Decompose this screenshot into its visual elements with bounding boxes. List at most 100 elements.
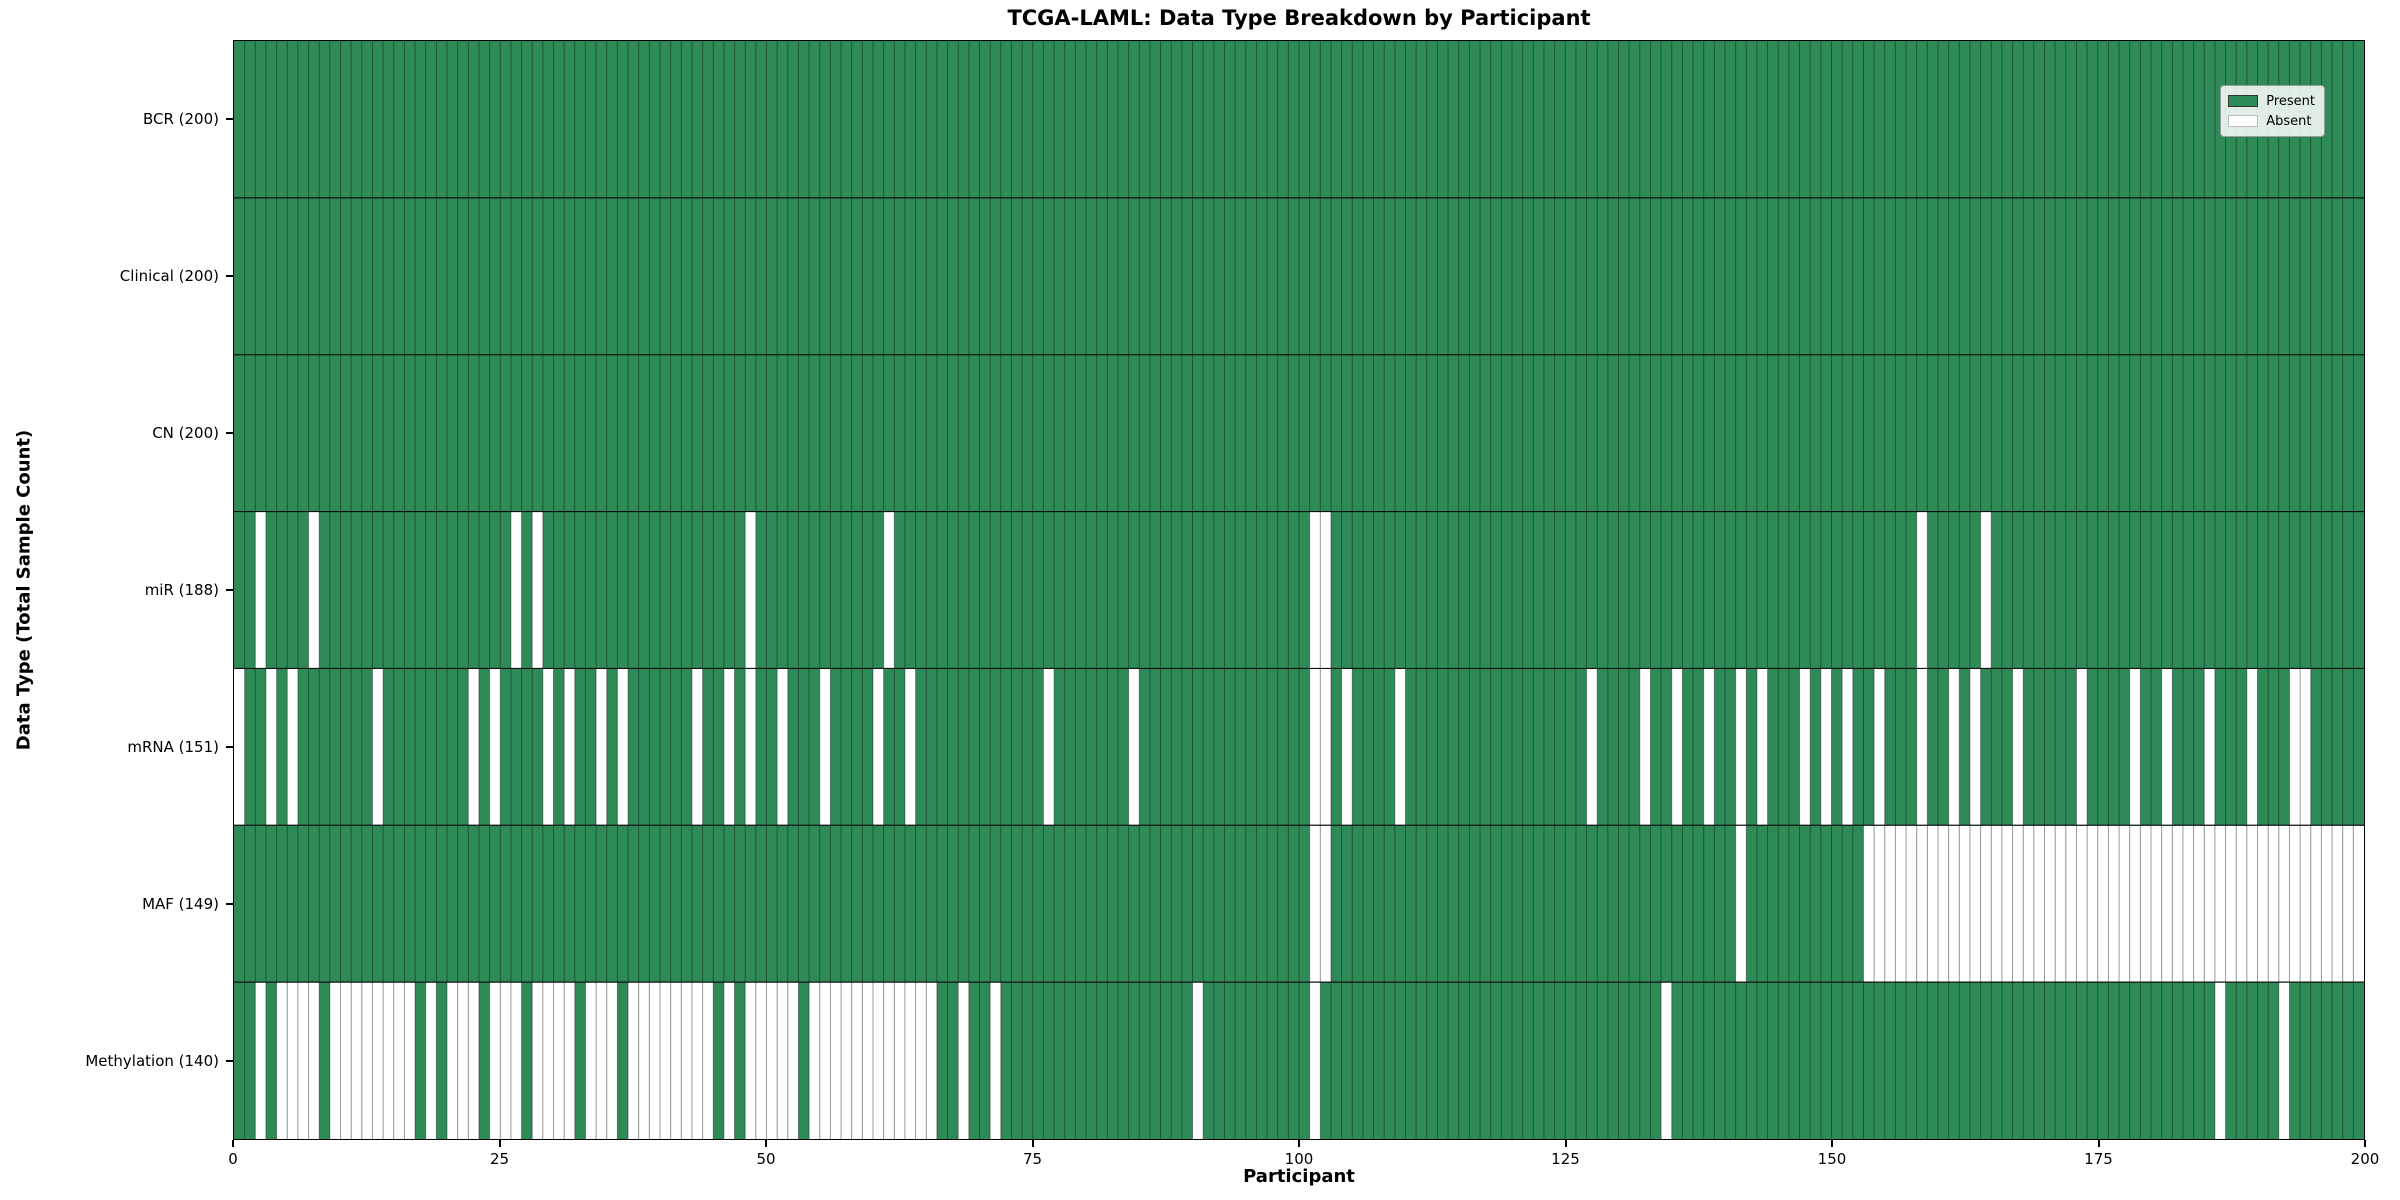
absent-cell	[2076, 668, 2088, 826]
absent-cell	[2193, 825, 2205, 983]
xtick-mark	[1031, 1140, 1034, 1147]
absent-cell	[2332, 825, 2343, 983]
absent-cell	[308, 511, 320, 669]
absent-cell	[2236, 825, 2247, 983]
absent-cell	[2012, 825, 2024, 983]
xtick-mark	[1298, 1140, 1300, 1147]
absent-cell	[1991, 825, 2002, 983]
absent-cell	[628, 982, 639, 1139]
absent-cell	[2353, 825, 2364, 983]
absent-cell	[564, 982, 575, 1139]
absent-cell	[1661, 982, 1672, 1139]
absent-cell	[2225, 825, 2237, 983]
absent-cell	[2278, 982, 2290, 1139]
absent-cell	[2087, 825, 2098, 983]
presence-matrix-svg	[234, 41, 2364, 1139]
absent-cell	[862, 982, 873, 1139]
absent-cell	[1309, 825, 1321, 983]
xtick-label-25: 25	[489, 1150, 510, 1168]
absent-cell	[2055, 825, 2066, 983]
absent-cell	[670, 982, 682, 1139]
absent-cell	[255, 511, 266, 669]
absent-cell	[745, 668, 756, 826]
absent-cell	[958, 982, 969, 1139]
absent-cell	[1192, 982, 1204, 1139]
present-swatch	[2228, 95, 2259, 107]
xtick-label-0: 0	[228, 1150, 238, 1168]
absent-cell	[596, 668, 607, 826]
absent-cell	[404, 982, 416, 1139]
absent-cell	[1309, 668, 1321, 826]
legend-entry-present: Present	[2228, 91, 2315, 111]
absent-cell	[468, 668, 479, 826]
absent-cell	[1895, 825, 1907, 983]
absent-cell	[638, 982, 650, 1139]
absent-cell	[372, 982, 384, 1139]
absent-cell	[2214, 825, 2226, 983]
absent-cell	[2161, 825, 2173, 983]
absent-cell	[1969, 825, 1981, 983]
ytick-mark	[226, 903, 233, 906]
absent-cell	[287, 668, 298, 826]
xtick-mark	[1831, 1140, 1833, 1147]
absent-cell	[2268, 825, 2279, 983]
absent-cell	[2300, 825, 2311, 983]
absent-cell	[649, 982, 660, 1139]
absent-cell	[851, 982, 863, 1139]
absent-cell	[1703, 668, 1715, 826]
absent-cell	[1884, 825, 1896, 983]
absent-cell	[2161, 668, 2173, 826]
absent-cell	[1309, 511, 1321, 669]
legend-present-label: Present	[2266, 93, 2315, 109]
plot-area: Present Absent	[233, 40, 2365, 1140]
xtick-label-200: 200	[2350, 1150, 2380, 1168]
absent-cell	[1128, 668, 1140, 826]
absent-cell	[2140, 825, 2151, 983]
absent-cell	[340, 982, 352, 1139]
absent-cell	[606, 982, 618, 1139]
absent-cell	[2033, 825, 2045, 983]
absent-cell	[1799, 668, 1811, 826]
absent-cell	[329, 982, 341, 1139]
absent-cell	[2172, 825, 2183, 983]
absent-cell	[2129, 825, 2141, 983]
absent-cell	[489, 982, 501, 1139]
xtick-mark	[2097, 1140, 2100, 1147]
absent-cell	[617, 668, 629, 826]
ytick-label-miR: miR (188)	[144, 581, 219, 599]
absent-cell	[755, 982, 767, 1139]
absent-cell	[1671, 668, 1683, 826]
chart-title: TCGA-LAML: Data Type Breakdown by Partic…	[1007, 6, 1591, 30]
absent-cell	[809, 982, 820, 1139]
absent-cell	[2044, 825, 2056, 983]
absent-cell	[1043, 668, 1055, 826]
absent-cell	[383, 982, 394, 1139]
absent-cell	[1394, 668, 1406, 826]
absent-cell	[287, 982, 298, 1139]
absent-cell	[2129, 668, 2141, 826]
xtick-label-175: 175	[2084, 1150, 2113, 1168]
absent-cell	[500, 982, 511, 1139]
absent-cell	[1980, 511, 1992, 669]
absent-cell	[1916, 825, 1928, 983]
absent-cell	[766, 982, 778, 1139]
ytick-label-Clinical: Clinical (200)	[119, 266, 219, 285]
absent-cell	[2108, 825, 2120, 983]
absent-cell	[1916, 668, 1928, 826]
absent-cell	[532, 982, 543, 1139]
absent-cell	[308, 982, 320, 1139]
xtick-mark	[232, 1140, 234, 1147]
absent-cell	[819, 668, 831, 826]
absent-cell	[297, 982, 309, 1139]
ytick-label-BCR: BCR (200)	[142, 109, 219, 128]
xtick-mark	[1564, 1140, 1567, 1147]
absent-cell	[926, 982, 937, 1139]
absent-cell	[2310, 825, 2322, 983]
absent-cell	[596, 982, 607, 1139]
absent-cell	[1341, 668, 1353, 826]
absent-cell	[564, 668, 575, 826]
absent-cell	[883, 982, 895, 1139]
absent-cell	[2246, 825, 2258, 983]
absent-cell	[1309, 982, 1321, 1139]
absent-cell	[532, 511, 543, 669]
